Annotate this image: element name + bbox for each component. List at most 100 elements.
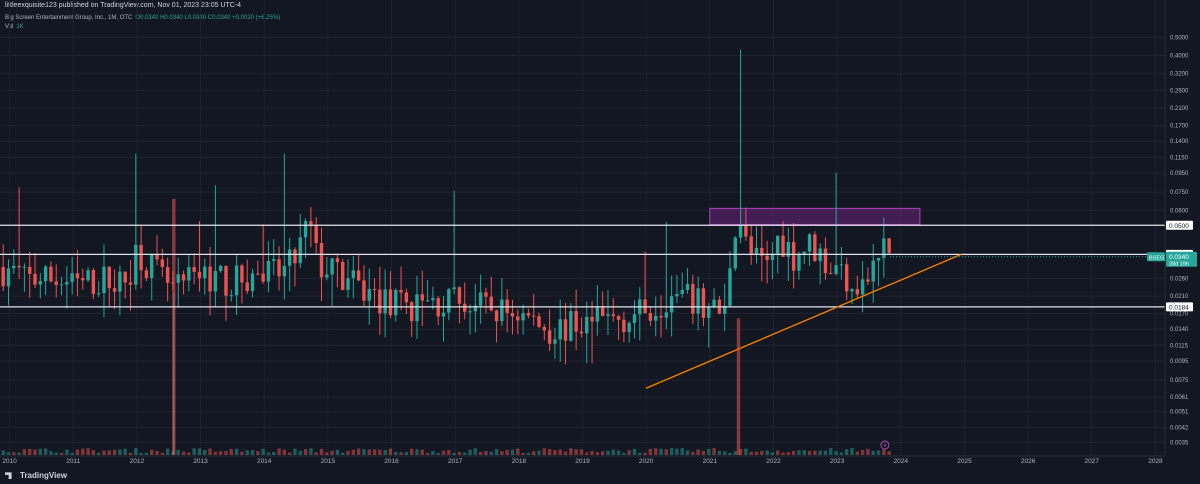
candle-body [760, 247, 764, 256]
symbol-title[interactable]: Big Screen Entertainment Group, Inc., 1M… [5, 15, 133, 21]
volume-bar [123, 448, 127, 455]
candle-body [558, 319, 562, 340]
candle-body [346, 278, 350, 290]
trendline [645, 253, 962, 389]
y-tick-label: 0.5000 [1170, 35, 1189, 41]
volume-bar [54, 452, 58, 455]
volume-bar [86, 448, 90, 455]
volume-bar [70, 452, 74, 455]
candle-body [468, 311, 472, 313]
candle-body [664, 312, 669, 318]
volume-bar [839, 452, 844, 455]
candle-body [791, 242, 796, 271]
volume-bar [728, 452, 732, 455]
candle-body [399, 290, 403, 293]
candle-body [781, 235, 785, 257]
x-tick-label: 2022 [766, 458, 781, 465]
candle-body [420, 294, 424, 301]
y-tick-label: 0.0095 [1170, 359, 1189, 365]
volume-bar [818, 450, 822, 455]
volume-bar [738, 449, 743, 455]
candle-body [691, 284, 695, 314]
x-tick-label: 2016 [384, 458, 399, 465]
volume-bar [558, 449, 562, 455]
volume-bar [160, 452, 165, 455]
x-tick-label: 2028 [1148, 458, 1163, 465]
volume-bar [266, 452, 271, 455]
footer: TradingView [0, 468, 1200, 484]
volume-bar [675, 448, 679, 455]
candle-body [860, 279, 865, 295]
volume-bar [797, 450, 801, 455]
volume-bar [1, 450, 5, 455]
candle-body [521, 313, 525, 321]
candle-body [500, 299, 504, 322]
y-tick-label: 0.0260 [1170, 277, 1189, 283]
candle-body [256, 273, 260, 275]
volume-bar [765, 450, 769, 455]
brand-label: TradingView [20, 471, 67, 480]
x-tick-label: 2013 [193, 458, 208, 465]
candle-body [701, 288, 706, 318]
candle-body [197, 271, 202, 279]
candle-body [224, 265, 228, 296]
volume-bar [648, 448, 653, 455]
candle-body [261, 273, 265, 282]
volume-bar [112, 449, 117, 455]
volume-bar [585, 452, 589, 455]
volume-bar [287, 452, 292, 455]
level-label-bg [1166, 302, 1193, 312]
candle-body [585, 316, 589, 334]
volume-bar [245, 450, 249, 455]
last-price-label: 0.0340 [1169, 254, 1189, 261]
volume-bar [754, 451, 759, 455]
candle-body [378, 289, 382, 314]
candle-body [229, 295, 234, 297]
candle-body [722, 305, 727, 314]
volume-bar [510, 449, 515, 455]
candle-body [293, 249, 297, 264]
volume-bar [91, 450, 96, 455]
price-axis-bg [1165, 0, 1200, 468]
x-tick-label: 2010 [2, 458, 17, 465]
volume-bar [33, 449, 37, 455]
volume-bar [128, 452, 133, 455]
candle-body [654, 315, 658, 321]
candle-body [160, 259, 165, 268]
last-price-badge [1166, 251, 1197, 267]
volume-bar [261, 448, 265, 455]
y-tick-label: 0.0750 [1170, 190, 1189, 196]
y-tick-label: 0.1150 [1170, 155, 1189, 161]
volume-bar [144, 452, 149, 455]
candle-body [367, 289, 371, 301]
volume-bar [17, 452, 21, 455]
candle-body [372, 289, 377, 291]
volume-bar [866, 448, 870, 455]
volume-bar [404, 451, 409, 455]
candle-body [96, 293, 101, 295]
candle-body [65, 281, 69, 285]
candle-body [187, 267, 191, 281]
volume-bar [776, 450, 780, 455]
candle-body [298, 237, 302, 264]
volume-bar [860, 449, 865, 455]
volume-bar [372, 449, 377, 455]
candle-body [844, 264, 849, 292]
candle-body [234, 265, 239, 296]
volume-bar [192, 448, 196, 455]
volume-bar [277, 448, 281, 455]
y-tick-label: 0.0950 [1170, 171, 1189, 177]
candle-body [277, 259, 281, 277]
volume-bar [81, 448, 85, 455]
tradingview-icon [5, 472, 12, 480]
volume-bar [516, 448, 520, 455]
x-tick-label: 2018 [512, 458, 527, 465]
candle-body [606, 314, 610, 316]
lightning-glyph [883, 442, 887, 448]
price-chart[interactable]: 0.5000 0.4000 0.3200 0.2600 0.2100 0.1700 0.14… [0, 0, 1200, 468]
symbol-badge [1147, 252, 1165, 262]
tradingview-logo[interactable]: TradingView [5, 471, 67, 480]
volume-bar [293, 448, 297, 455]
volume-bar [829, 448, 833, 455]
candle-body [537, 316, 541, 327]
